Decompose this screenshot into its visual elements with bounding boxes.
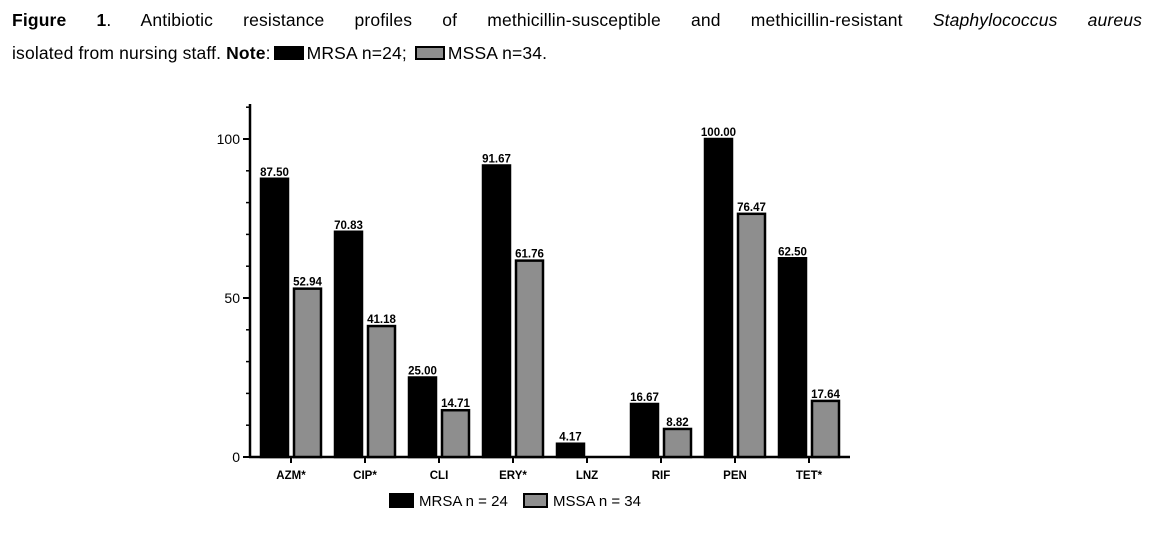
bar-mssa (810, 399, 841, 459)
caption-line-1: Figure 1. Antibiotic resistance profiles… (12, 4, 1142, 37)
data-label: 41.18 (367, 314, 396, 326)
data-label: 52.94 (293, 277, 322, 289)
bar-mrsa (407, 376, 438, 459)
figure-caption: Figure 1. Antibiotic resistance profiles… (12, 4, 1142, 70)
bar-mssa (366, 324, 397, 459)
x-tick-label: LNZ (576, 470, 598, 482)
x-tick-label: AZM* (276, 470, 306, 482)
species-name: Staphylococcus aureus (932, 10, 1142, 30)
bar-mssa (440, 408, 471, 459)
x-tick-label: CLI (430, 470, 449, 482)
y-tick-label: 0 (232, 449, 240, 465)
data-label: 14.71 (441, 398, 470, 410)
x-tick-label: PEN (723, 470, 747, 482)
data-label: 25.00 (408, 366, 437, 378)
x-tick-label: RIF (652, 470, 671, 482)
data-label: 91.67 (482, 153, 511, 165)
data-label: 87.50 (260, 167, 289, 179)
x-tick-label: CIP* (353, 470, 377, 482)
data-label: 8.82 (666, 417, 688, 429)
bar-mrsa (259, 177, 290, 459)
data-label: 62.50 (778, 246, 807, 258)
bar-mrsa (703, 137, 734, 459)
bar-mrsa (555, 442, 586, 459)
legend-label-mrsa: MRSA n = 24 (419, 493, 508, 510)
legend-label-mssa: MSSA n = 34 (553, 493, 641, 510)
x-tick-label: ERY* (499, 470, 527, 482)
x-tick-label: TET* (796, 470, 823, 482)
data-label: 76.47 (737, 202, 766, 214)
note-mssa-swatch (414, 46, 445, 61)
bar-mrsa (777, 257, 808, 459)
figure-label: Figure 1 (12, 10, 107, 30)
bar-mssa (292, 287, 323, 459)
note-mssa-text: MSSA n=34. (447, 43, 548, 63)
data-label: 17.64 (811, 389, 840, 401)
y-tick-label: 100 (217, 131, 241, 147)
data-label: 61.76 (515, 249, 544, 261)
caption-text: . Antibiotic resistance profiles of meth… (106, 10, 933, 30)
note-mrsa-text: MRSA n=24; (306, 43, 407, 63)
bar-mrsa (333, 230, 364, 459)
bar-mssa (736, 212, 767, 459)
legend-swatch-mrsa (389, 493, 414, 508)
data-label: 4.17 (559, 432, 581, 444)
bar-mrsa (629, 402, 660, 459)
bar-mrsa (481, 164, 512, 459)
data-label: 70.83 (334, 220, 363, 232)
y-tick-label: 50 (224, 290, 240, 306)
legend-swatch-mssa (523, 493, 548, 508)
data-label: 100.00 (701, 127, 736, 139)
caption-line2-text: isolated from nursing staff. (12, 43, 227, 63)
data-label: 16.67 (630, 392, 659, 404)
bar-mssa (662, 427, 693, 459)
note-label: Note (226, 43, 266, 63)
note-mrsa-swatch (273, 46, 304, 61)
caption-line-2: isolated from nursing staff. Note: MRSA n… (12, 43, 548, 63)
bar-mssa (514, 259, 545, 459)
